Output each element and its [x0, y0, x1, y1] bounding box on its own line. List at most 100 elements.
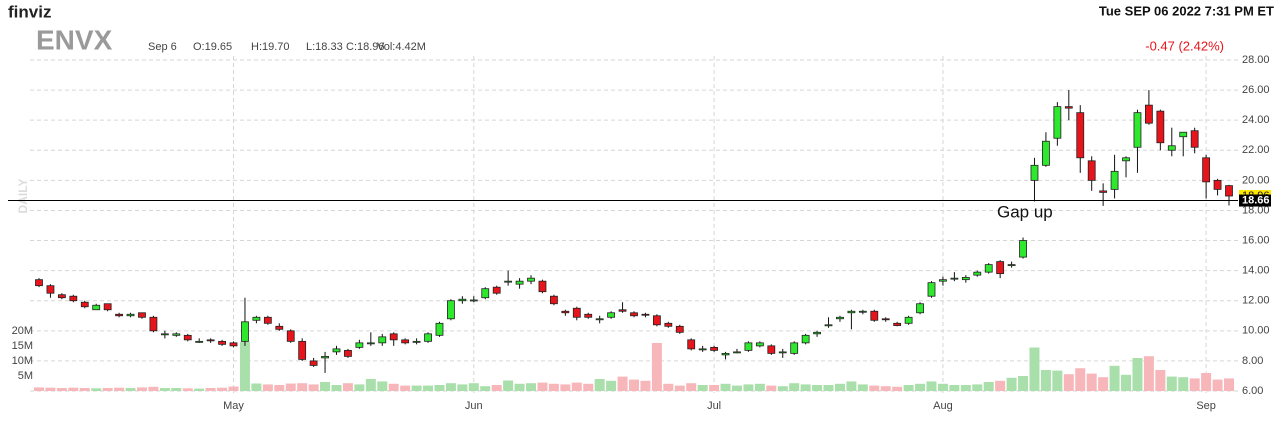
- volume-bar: [114, 387, 125, 391]
- volume-bar: [983, 382, 994, 391]
- volume-bar: [1212, 379, 1223, 391]
- volume-bar: [217, 387, 228, 391]
- candle-body: [218, 340, 226, 345]
- candle-body: [1122, 157, 1130, 162]
- annotation: Gap up: [997, 202, 1053, 221]
- volume-bar: [571, 382, 582, 391]
- candle-body: [389, 333, 398, 341]
- volume-bar: [365, 379, 376, 391]
- candle-body: [160, 333, 169, 336]
- candle-body: [755, 342, 764, 347]
- volume-bar: [262, 384, 273, 391]
- candle-body: [355, 342, 364, 348]
- volume-bar: [1224, 378, 1234, 391]
- volume-bar: [1052, 370, 1063, 391]
- volume-bar: [537, 382, 548, 391]
- candle-body: [515, 280, 524, 285]
- y-tick-label: 18.00: [1242, 204, 1270, 216]
- candle-body: [172, 333, 181, 336]
- volume-bar: [297, 383, 308, 391]
- volume-bar: [239, 341, 250, 391]
- candle-body: [744, 342, 753, 351]
- candle-body: [630, 312, 638, 317]
- candle-body: [504, 280, 513, 283]
- volume-bar: [1006, 377, 1017, 391]
- volume-bar: [903, 385, 914, 391]
- candle-body: [378, 336, 387, 344]
- candle-body: [698, 348, 707, 351]
- candle-body: [550, 295, 558, 305]
- timestamp: Tue SEP 06 2022 7:31 PM ET: [1099, 3, 1274, 18]
- candle-body: [229, 342, 238, 347]
- volume-bar: [251, 383, 262, 391]
- volume-bar: [1018, 376, 1029, 391]
- candle-body: [790, 342, 799, 354]
- volume-bar: [697, 385, 708, 391]
- candle-body: [1007, 264, 1016, 267]
- volume-bar: [91, 388, 102, 391]
- x-tick-label: Aug: [933, 400, 953, 412]
- volume-bar: [663, 383, 674, 391]
- volume-bar: [136, 387, 147, 391]
- volume-bar: [651, 343, 662, 391]
- candle-body: [57, 294, 66, 299]
- candle-body: [652, 315, 661, 326]
- candle-body: [1167, 145, 1176, 151]
- candle-body: [858, 310, 867, 313]
- candle-body: [138, 312, 146, 318]
- volume-bar: [148, 386, 159, 391]
- ticker: ENVX: [36, 24, 113, 55]
- volume-bar: [892, 386, 903, 391]
- volume-bar: [68, 387, 79, 391]
- candle-body: [893, 322, 902, 326]
- volume-bar: [514, 383, 525, 391]
- candle-body: [103, 303, 112, 311]
- y-tick-label: 12.00: [1242, 295, 1270, 307]
- volume-bar: [869, 385, 880, 391]
- candle-body: [424, 333, 432, 342]
- volume-bar: [1143, 356, 1154, 391]
- candle-body: [1076, 112, 1085, 159]
- volume-bar: [480, 386, 491, 391]
- candle-body: [1053, 106, 1062, 139]
- volume-bar: [743, 384, 754, 391]
- candle-body: [183, 334, 192, 341]
- volume-bar: [205, 388, 216, 391]
- y2-tick-label: 15M: [12, 340, 33, 352]
- y-tick-label: 20.00: [1242, 174, 1270, 186]
- candle-body: [481, 288, 490, 299]
- volume-bar: [777, 386, 788, 391]
- candle-body: [710, 346, 718, 351]
- candle-body: [721, 352, 730, 356]
- volume-bar: [548, 383, 559, 391]
- volume-bar: [709, 385, 720, 391]
- volume-bar: [285, 383, 296, 391]
- x-tick-label: May: [223, 400, 244, 412]
- volume-bar: [182, 388, 193, 391]
- y2-tick-label: 10M: [12, 355, 33, 367]
- volume-bar: [34, 387, 44, 391]
- volume-bar: [125, 388, 136, 391]
- candle-body: [824, 324, 833, 327]
- candle-body: [778, 351, 787, 354]
- candle-body: [286, 330, 295, 342]
- candle-body: [1042, 140, 1050, 166]
- volume-bar: [812, 385, 823, 391]
- volume-bar: [995, 380, 1006, 391]
- candle-body: [332, 348, 341, 353]
- y-tick-label: 22.00: [1242, 144, 1270, 156]
- volume-bar: [560, 384, 571, 391]
- y-tick-label: 24.00: [1242, 114, 1270, 126]
- candle-body: [298, 340, 307, 360]
- volume-bar: [720, 383, 731, 391]
- volume-bar: [629, 379, 639, 391]
- candle-body: [996, 261, 1005, 275]
- candle-body: [195, 340, 204, 343]
- volume-bar: [45, 387, 56, 391]
- candle-body: [1179, 131, 1188, 138]
- volume-bar: [491, 385, 502, 391]
- volume-bar: [331, 385, 342, 391]
- volume-bar: [320, 382, 331, 391]
- volume-bar: [171, 388, 182, 391]
- candle-body: [1190, 130, 1199, 148]
